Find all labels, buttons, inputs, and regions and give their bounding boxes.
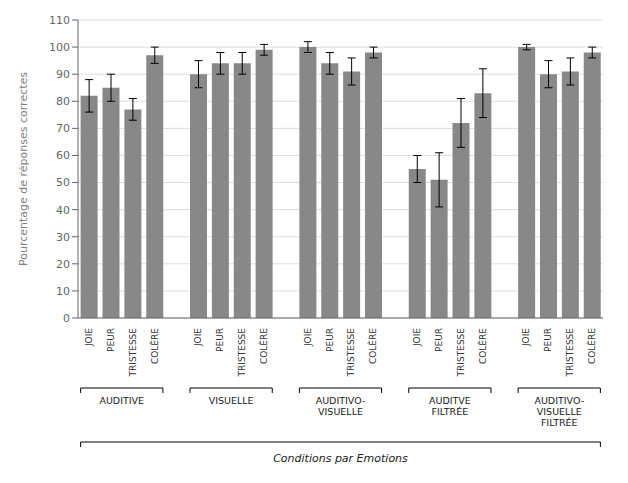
svg-text:60: 60: [56, 149, 70, 162]
svg-text:JOIE: JOIE: [412, 328, 422, 347]
svg-text:AUDITVEFILTRÉE: AUDITVEFILTRÉE: [429, 395, 471, 417]
svg-text:80: 80: [56, 95, 70, 108]
svg-text:50: 50: [56, 176, 70, 189]
svg-text:AUDITIVE: AUDITIVE: [99, 395, 144, 406]
svg-text:JOIE: JOIE: [521, 328, 531, 347]
svg-text:AUDITIVO-VISUELLEFILTRÉE: AUDITIVO-VISUELLEFILTRÉE: [534, 395, 584, 428]
svg-text:40: 40: [56, 204, 70, 217]
svg-text:TRISTESSE: TRISTESSE: [237, 328, 247, 378]
svg-text:110: 110: [49, 14, 70, 27]
svg-text:PEUR: PEUR: [106, 328, 116, 352]
svg-text:COLÈRE: COLÈRE: [477, 328, 488, 364]
svg-text:20: 20: [56, 258, 70, 271]
svg-text:JOIE: JOIE: [193, 328, 203, 347]
svg-text:Conditions par Emotions: Conditions par Emotions: [273, 452, 408, 465]
svg-text:0: 0: [63, 312, 70, 325]
svg-text:COLÈRE: COLÈRE: [367, 328, 378, 364]
svg-text:COLÈRE: COLÈRE: [149, 328, 160, 364]
svg-text:VISUELLE: VISUELLE: [209, 395, 254, 406]
svg-text:PEUR: PEUR: [543, 328, 553, 352]
svg-text:TRISTESSE: TRISTESSE: [346, 328, 356, 378]
svg-text:AUDITIVO-VISUELLE: AUDITIVO-VISUELLE: [316, 395, 366, 417]
svg-text:PEUR: PEUR: [325, 328, 335, 352]
svg-text:COLÈRE: COLÈRE: [586, 328, 597, 364]
svg-text:Pourcentage de réponses correc: Pourcentage de réponses correctes: [17, 72, 30, 266]
svg-text:10: 10: [56, 285, 70, 298]
svg-text:90: 90: [56, 68, 70, 81]
svg-text:JOIE: JOIE: [84, 328, 94, 347]
svg-text:PEUR: PEUR: [215, 328, 225, 352]
svg-text:70: 70: [56, 122, 70, 135]
svg-text:100: 100: [49, 41, 70, 54]
svg-text:TRISTESSE: TRISTESSE: [456, 328, 466, 378]
svg-text:PEUR: PEUR: [434, 328, 444, 352]
svg-text:COLÈRE: COLÈRE: [258, 328, 269, 364]
svg-text:30: 30: [56, 231, 70, 244]
svg-text:TRISTESSE: TRISTESSE: [565, 328, 575, 378]
svg-text:TRISTESSE: TRISTESSE: [128, 328, 138, 378]
svg-text:JOIE: JOIE: [303, 328, 313, 347]
